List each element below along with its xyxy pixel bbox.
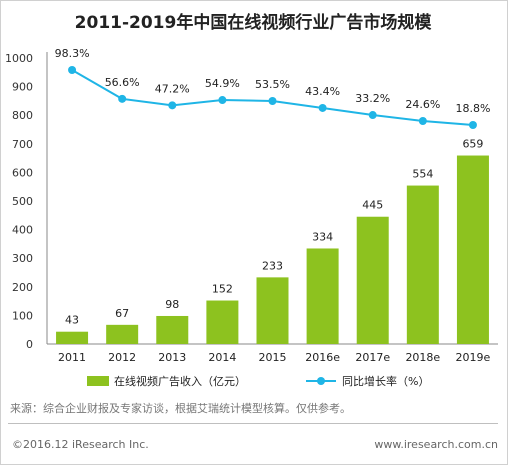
- bar: [106, 324, 139, 344]
- bar-value-label: 233: [262, 259, 283, 272]
- bar: [306, 248, 339, 344]
- bar: [256, 277, 289, 344]
- growth-rate-point: [118, 94, 127, 103]
- bar: [206, 300, 239, 344]
- y-tick-label: 600: [12, 166, 33, 179]
- x-tick-label: 2015: [259, 351, 287, 364]
- growth-rate-point: [218, 96, 227, 105]
- bar-value-label: 43: [65, 314, 79, 327]
- footer-divider: [8, 423, 498, 424]
- growth-rate-label: 53.5%: [255, 78, 290, 91]
- chart-title: 2011-2019年中国在线视频行业广告市场规模: [74, 13, 432, 33]
- bar-value-label: 98: [165, 298, 179, 311]
- x-tick-label: 2017e: [355, 351, 390, 364]
- x-tick-label: 2011: [58, 351, 86, 364]
- bar: [156, 315, 189, 344]
- legend-bar-swatch: [87, 376, 109, 386]
- bar: [456, 155, 489, 344]
- x-tick-label: 2014: [208, 351, 236, 364]
- website-text: www.iresearch.com.cn: [374, 438, 498, 451]
- x-tick-label: 2013: [158, 351, 186, 364]
- growth-rate-point: [418, 116, 427, 125]
- bar: [406, 185, 439, 344]
- growth-rate-point: [168, 101, 177, 110]
- growth-rate-label: 24.6%: [405, 98, 440, 111]
- legend-bar-label: 在线视频广告收入（亿元）: [114, 374, 246, 388]
- bar-value-label: 445: [362, 199, 383, 212]
- y-tick-label: 300: [12, 252, 33, 265]
- y-tick-label: 400: [12, 224, 33, 237]
- growth-rate-label: 54.9%: [205, 77, 240, 90]
- legend-line-marker: [317, 377, 325, 385]
- bar-value-label: 334: [312, 230, 333, 243]
- bar-value-label: 554: [412, 168, 433, 181]
- y-tick-label: 100: [12, 309, 33, 322]
- growth-rate-label: 56.6%: [105, 76, 140, 89]
- x-tick-label: 2019e: [456, 351, 491, 364]
- x-tick-label: 2016e: [305, 351, 340, 364]
- growth-rate-label: 33.2%: [355, 92, 390, 105]
- bar: [56, 331, 89, 344]
- bar-value-label: 152: [212, 283, 233, 296]
- y-tick-label: 900: [12, 81, 33, 94]
- growth-rate-point: [68, 66, 77, 74]
- y-tick-label: 0: [26, 338, 33, 351]
- y-tick-label: 500: [12, 195, 33, 208]
- growth-rate-point: [468, 121, 477, 129]
- bar: [356, 216, 389, 344]
- y-tick-label: 700: [12, 138, 33, 151]
- y-tick-label: 800: [12, 109, 33, 122]
- growth-rate-point: [318, 103, 327, 112]
- x-tick-label: 2018e: [405, 351, 440, 364]
- growth-rate-label: 98.3%: [55, 47, 90, 60]
- x-tick-label: 2012: [108, 351, 136, 364]
- y-tick-label: 200: [12, 281, 33, 294]
- bar-value-label: 659: [462, 138, 483, 151]
- growth-rate-point: [268, 96, 277, 105]
- y-tick-label: 1000: [5, 52, 33, 65]
- legend-line-label: 同比增长率（%）: [342, 374, 429, 388]
- growth-rate-label: 18.8%: [455, 102, 490, 115]
- growth-rate-label: 47.2%: [155, 82, 190, 95]
- growth-rate-point: [368, 111, 377, 120]
- bar-value-label: 67: [115, 307, 129, 320]
- growth-rate-label: 43.4%: [305, 85, 340, 98]
- copyright-text: ©2016.12 iResearch Inc.: [12, 438, 149, 451]
- source-note: 来源：综合企业财报及专家访谈，根据艾瑞统计模型核算。仅供参考。: [10, 402, 351, 415]
